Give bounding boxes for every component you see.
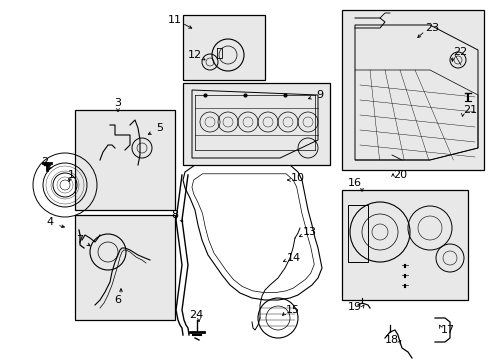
Text: 8: 8: [171, 210, 178, 220]
Text: 15: 15: [285, 305, 299, 315]
Text: 19: 19: [347, 302, 361, 312]
Text: 12: 12: [187, 50, 202, 60]
Text: 9: 9: [316, 90, 323, 100]
Text: 3: 3: [114, 98, 121, 108]
Bar: [183, 83, 329, 165]
Text: 16: 16: [347, 178, 361, 188]
Text: 21: 21: [462, 105, 476, 115]
Text: 23: 23: [424, 23, 438, 33]
Text: 18: 18: [384, 335, 398, 345]
Text: 1: 1: [67, 170, 74, 180]
Text: 14: 14: [286, 253, 301, 263]
Text: 7: 7: [76, 235, 83, 245]
Text: 13: 13: [303, 227, 316, 237]
Text: 20: 20: [392, 170, 406, 180]
Text: 10: 10: [290, 173, 305, 183]
Text: 17: 17: [440, 325, 454, 335]
Bar: [341, 190, 467, 300]
Text: 5: 5: [156, 123, 163, 133]
Bar: [183, 15, 264, 80]
Text: 11: 11: [168, 15, 182, 25]
Bar: [75, 110, 175, 210]
Bar: [347, 205, 367, 262]
Text: 22: 22: [452, 47, 466, 57]
Bar: [341, 10, 483, 170]
Bar: [75, 215, 175, 320]
Text: 2: 2: [41, 157, 48, 167]
Text: 6: 6: [114, 295, 121, 305]
Text: 24: 24: [188, 310, 203, 320]
Text: 4: 4: [46, 217, 54, 227]
